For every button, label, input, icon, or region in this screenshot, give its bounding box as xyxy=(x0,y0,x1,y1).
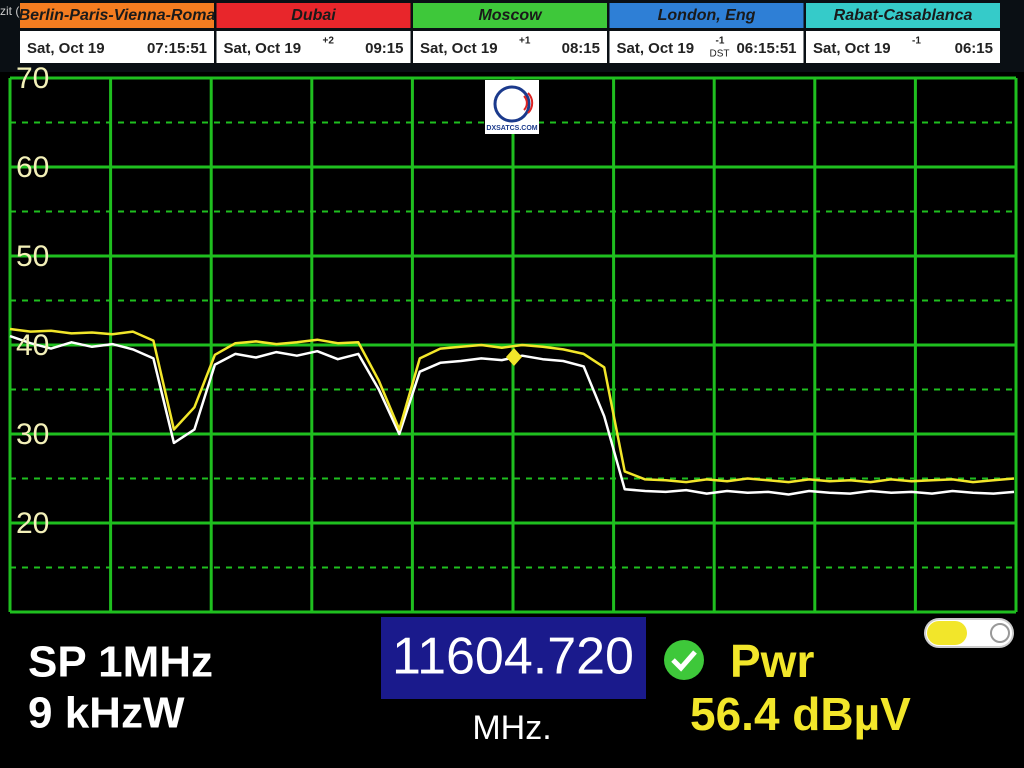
span: SP 1MHz xyxy=(28,638,213,687)
marker xyxy=(506,348,522,366)
clock-name: Moscow xyxy=(478,7,543,24)
clock-offset: +2 xyxy=(323,36,335,47)
clock-offset: -1 xyxy=(716,36,725,47)
y-tick-label: 70 xyxy=(16,62,49,95)
logo-text: DXSATCS.COM xyxy=(486,125,537,132)
battery-cap xyxy=(990,623,1010,643)
frequency: 11604.720 xyxy=(392,628,634,686)
trace xyxy=(9,327,1015,484)
y-tick-label: 30 xyxy=(16,418,49,451)
clock-date: Sat, Oct 19 xyxy=(27,40,105,57)
clock-dst: DST xyxy=(710,49,730,60)
lock-icon xyxy=(664,640,704,680)
clock-time: 06:15:51 xyxy=(736,40,796,57)
y-tick-label: 40 xyxy=(16,329,49,362)
power: 56.4 dBµV xyxy=(690,688,911,740)
clock-time: 06:15 xyxy=(955,40,993,57)
clock-offset: -1 xyxy=(912,36,921,47)
clock-header xyxy=(216,3,411,28)
clock-name: London, Eng xyxy=(658,7,756,24)
clock-date: Sat, Oct 19 xyxy=(420,40,498,57)
clock-body xyxy=(413,31,607,63)
clock-date: Sat, Oct 19 xyxy=(813,40,891,57)
clock-name: Rabat-Casablanca xyxy=(834,7,973,24)
logo-arcs xyxy=(523,92,534,114)
y-tick-label: 60 xyxy=(16,151,49,184)
rbw: 9 kHzW xyxy=(28,689,185,738)
clock-name: Berlin-Paris-Vienna-Roma xyxy=(19,7,216,24)
logo-emblem xyxy=(493,85,531,123)
corner-text: zit ( xyxy=(0,4,19,18)
clock-header xyxy=(413,3,607,28)
clock-header xyxy=(609,3,804,28)
clock-header xyxy=(806,3,1000,28)
clock-date: Sat, Oct 19 xyxy=(617,40,695,57)
clock-time: 09:15 xyxy=(365,40,403,57)
clock-time: 07:15:51 xyxy=(147,40,207,57)
y-tick-label: 50 xyxy=(16,240,49,273)
battery-level xyxy=(927,621,967,645)
clock-body xyxy=(216,31,411,63)
clock-offset: +1 xyxy=(519,36,531,47)
clock-time: 08:15 xyxy=(562,40,600,57)
clock-name: Dubai xyxy=(291,7,336,24)
clock-header xyxy=(20,3,214,28)
y-tick-label: 20 xyxy=(16,507,49,540)
clock-body xyxy=(609,31,804,63)
clock-body xyxy=(806,31,1000,63)
clock-date: Sat, Oct 19 xyxy=(224,40,302,57)
frequency-box xyxy=(381,617,646,699)
clock-body xyxy=(20,31,214,63)
frequency-unit: MHz. xyxy=(472,709,551,747)
lock-check xyxy=(671,650,697,672)
power-label: Pwr xyxy=(730,635,814,687)
